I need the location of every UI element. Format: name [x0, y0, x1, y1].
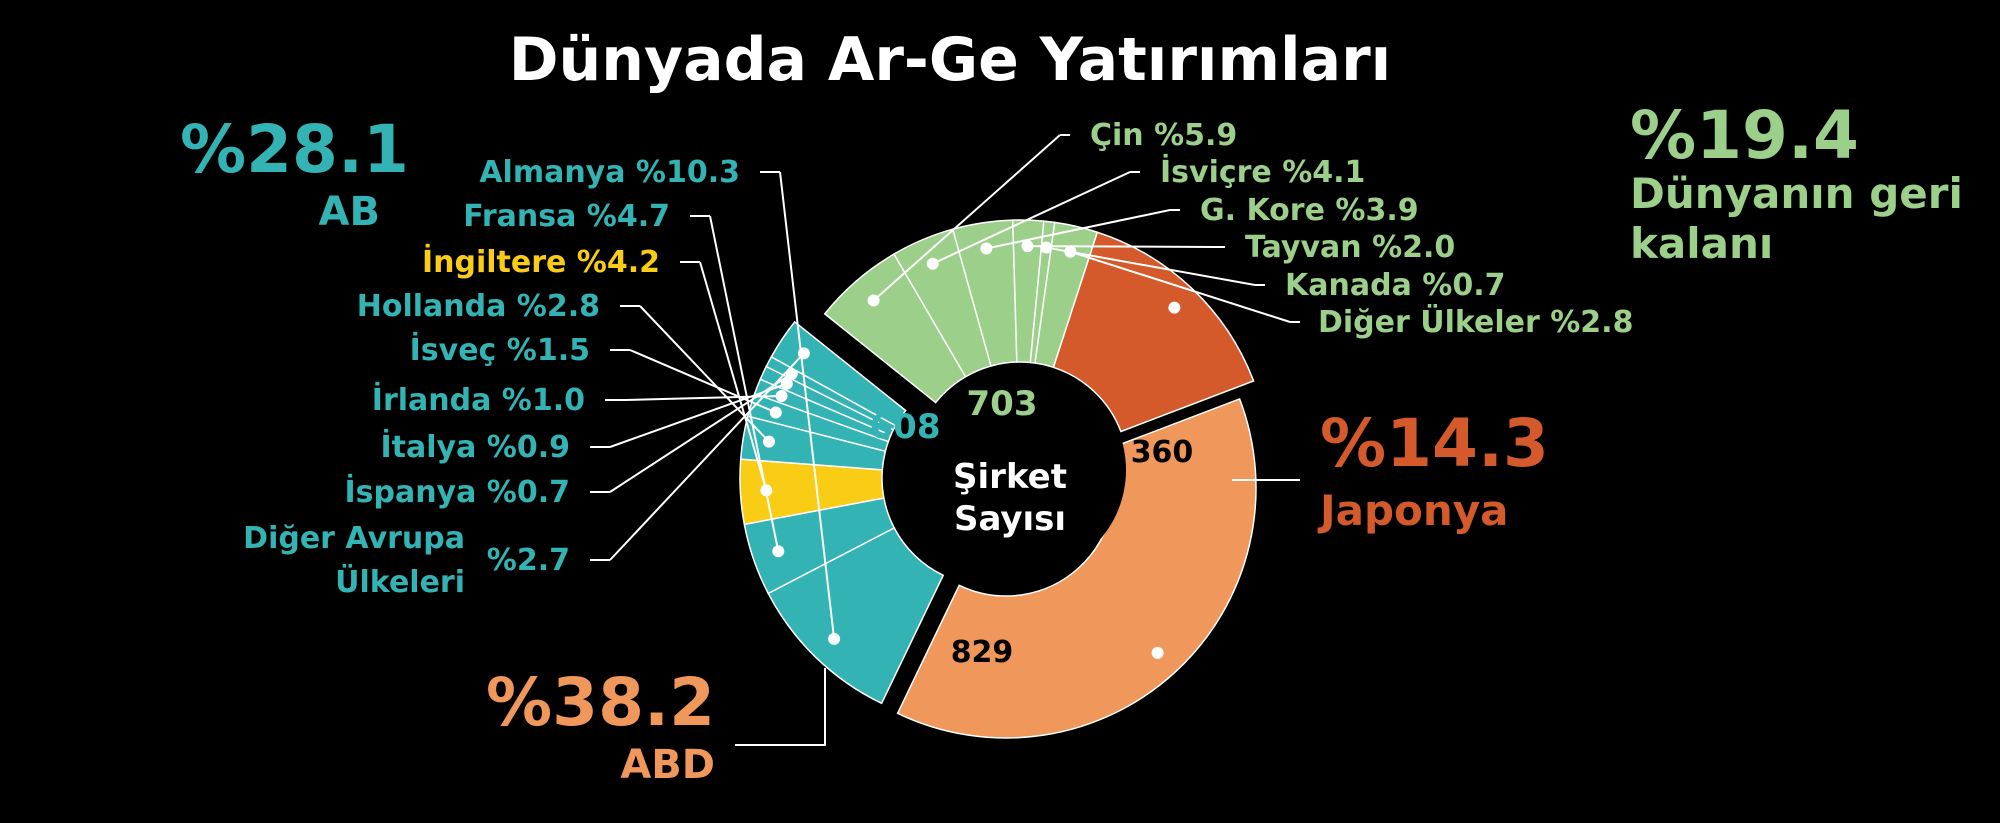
group-name-ab: AB — [319, 189, 380, 235]
country-pct-8: %2.7 — [487, 543, 570, 578]
count-ab: 608 — [870, 407, 941, 447]
slice-japan-0 — [1052, 231, 1255, 433]
group-share-ab: %28.1 — [180, 111, 409, 188]
count-japan: 360 — [1131, 435, 1194, 470]
slice-usa-0 — [896, 397, 1257, 739]
slice-marker-usa-0 — [1151, 646, 1164, 659]
count-rest: 703 — [967, 384, 1038, 424]
country-label-rest-2: G. Kore %3.9 — [1200, 193, 1419, 228]
leader-line-rest-4 — [1046, 246, 1256, 286]
country-label-7: İspanya %0.7 — [344, 474, 570, 510]
chart-title: Dünyada Ar-Ge Yatırımları — [509, 25, 1391, 95]
leader-line-ab-0 — [779, 171, 836, 639]
leader-line-rest-2 — [986, 209, 1171, 250]
pie-slices — [739, 219, 1257, 739]
country-label-3: Hollanda %2.8 — [357, 289, 600, 324]
country-name-line2-8: Ülkeleri — [335, 563, 465, 600]
count-usa: 829 — [951, 635, 1014, 670]
country-label-rest-0: Çin %5.9 — [1090, 118, 1237, 153]
leader-line-ab-8 — [609, 352, 805, 561]
leader-line-rest-3 — [1027, 245, 1216, 248]
leader-line-ab-6 — [609, 382, 788, 448]
slice-marker-japan-0 — [1168, 301, 1181, 314]
group-name-usa: ABD — [620, 742, 715, 788]
leader-line-ab-4 — [629, 349, 777, 414]
country-label-rest-1: İsviçre %4.1 — [1160, 154, 1365, 190]
country-name-8: Diğer Avrupa — [243, 521, 465, 556]
country-label-rest-3: Tayvan %2.0 — [1245, 230, 1455, 265]
country-label-rest-5: Diğer Ülkeler %2.8 — [1318, 303, 1633, 340]
country-label-6: İtalya %0.9 — [381, 429, 570, 465]
group-share-rest: %19.4 — [1630, 97, 1859, 174]
leader-line-ab-2 — [699, 261, 768, 491]
country-label-1: Fransa %4.7 — [463, 199, 670, 234]
center-label-line1: Şirket — [953, 457, 1067, 497]
pie-labels: Almanya %10.3 Fransa %4.7 İngiltere %4.2 Ho… — [180, 97, 1963, 788]
group-name-rest-line2: kalanı — [1630, 219, 1773, 268]
country-label-4: İsveç %1.5 — [410, 332, 590, 368]
leader-line-usa — [735, 668, 826, 746]
slice-rest-5 — [1034, 221, 1099, 369]
leader-line-rest-5 — [1070, 250, 1291, 323]
leader-line-rest-1 — [932, 171, 1131, 265]
group-name-japan: Japonya — [1317, 486, 1509, 535]
donut-hole — [914, 364, 1126, 576]
country-label-rest-4: Kanada %0.7 — [1285, 268, 1505, 303]
group-name-rest-line1: Dünyanın geri — [1630, 169, 1963, 218]
country-label-2: İngiltere %4.2 — [422, 244, 660, 280]
leader-line-rest-0 — [872, 134, 1061, 302]
group-share-japan: %14.3 — [1320, 405, 1549, 482]
center-label-line2: Sayısı — [954, 499, 1066, 539]
leader-lines — [590, 134, 1300, 746]
group-share-usa: %38.2 — [486, 664, 715, 741]
leader-line-ab-7 — [609, 372, 793, 493]
country-label-5: İrlanda %1.0 — [372, 382, 585, 418]
country-label-0: Almanya %10.3 — [479, 155, 740, 190]
leader-line-ab-3 — [639, 305, 770, 443]
leader-line-ab-1 — [709, 215, 780, 552]
